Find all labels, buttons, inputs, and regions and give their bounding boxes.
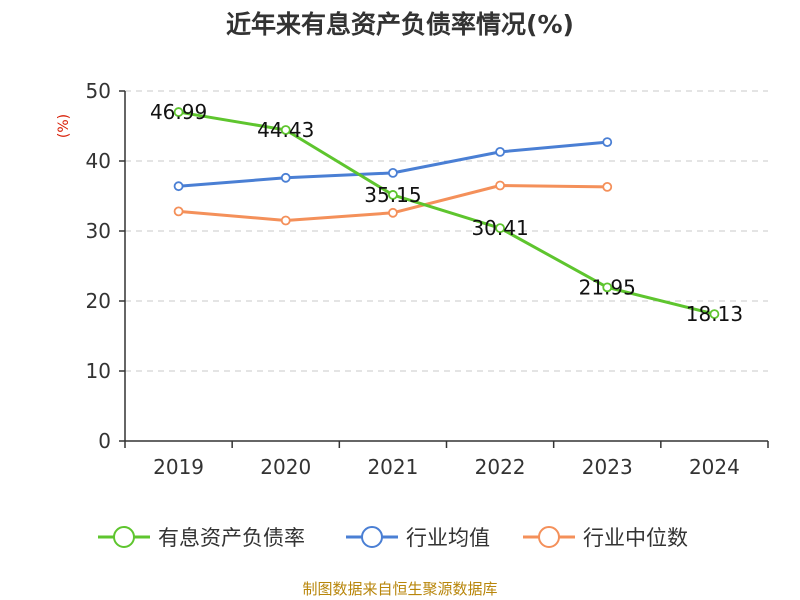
data-label: 30.41 xyxy=(471,216,528,240)
data-point xyxy=(388,190,398,200)
legend-swatch-marker xyxy=(538,526,560,548)
x-tick-label: 2020 xyxy=(260,455,311,479)
data-point xyxy=(173,181,184,192)
legend-swatch-marker xyxy=(361,526,383,548)
data-point xyxy=(280,172,291,183)
data-point xyxy=(602,181,613,192)
data-point xyxy=(173,206,184,217)
y-tick-label: 50 xyxy=(86,79,111,103)
y-axis-label: (%) xyxy=(56,114,72,138)
data-point xyxy=(280,125,291,135)
axes: 0 10 20 30 40 50 2019 2020 2021 2022 2023 2024 xyxy=(86,79,769,479)
data-point xyxy=(388,167,398,178)
source-note: 制图数据来自恒生聚源数据库 xyxy=(302,580,497,598)
data-point xyxy=(388,207,398,218)
data-point xyxy=(602,282,613,293)
x-tick-label: 2021 xyxy=(367,455,418,479)
y-tick-label: 40 xyxy=(86,149,111,173)
data-label: 46.99 xyxy=(150,100,207,124)
y-tick-label: 10 xyxy=(86,359,111,383)
legend-item-1: 行业均值 xyxy=(346,526,490,550)
y-tick-label: 30 xyxy=(86,219,111,243)
data-label: 35.15 xyxy=(364,183,421,207)
legend-item-2: 行业中位数 xyxy=(523,526,688,550)
x-tick-label: 2024 xyxy=(689,455,740,479)
chart-title: 近年来有息资产负债率情况(%) xyxy=(226,10,574,39)
data-point xyxy=(173,107,184,117)
data-label: 21.95 xyxy=(579,275,636,299)
data-point xyxy=(495,180,505,191)
series-line-1 xyxy=(178,140,608,188)
series-layer: 46.99 44.43 35.15 30.41 21.95 18.13 xyxy=(150,100,743,326)
x-tick-label: 2019 xyxy=(153,455,204,479)
y-tick-label: 0 xyxy=(98,429,111,453)
legend: 有息资产负债率 行业均值 行业中位数 xyxy=(98,526,688,550)
x-tick-label: 2022 xyxy=(475,455,526,479)
x-tick-label: 2023 xyxy=(582,455,633,479)
data-point xyxy=(495,223,505,234)
legend-item-0: 有息资产负债率 xyxy=(98,526,305,550)
data-point xyxy=(495,146,505,157)
legend-label: 行业中位数 xyxy=(583,526,688,550)
data-point xyxy=(709,309,720,319)
y-tick-label: 20 xyxy=(86,289,111,313)
legend-swatch-marker xyxy=(113,526,135,548)
series-line-0 xyxy=(178,110,715,316)
data-point xyxy=(602,137,613,148)
data-label: 18.13 xyxy=(686,302,743,326)
data-label: 44.43 xyxy=(257,118,314,142)
legend-label: 有息资产负债率 xyxy=(158,526,305,550)
legend-label: 行业均值 xyxy=(406,526,490,550)
data-point xyxy=(280,215,291,226)
grid xyxy=(125,90,768,372)
